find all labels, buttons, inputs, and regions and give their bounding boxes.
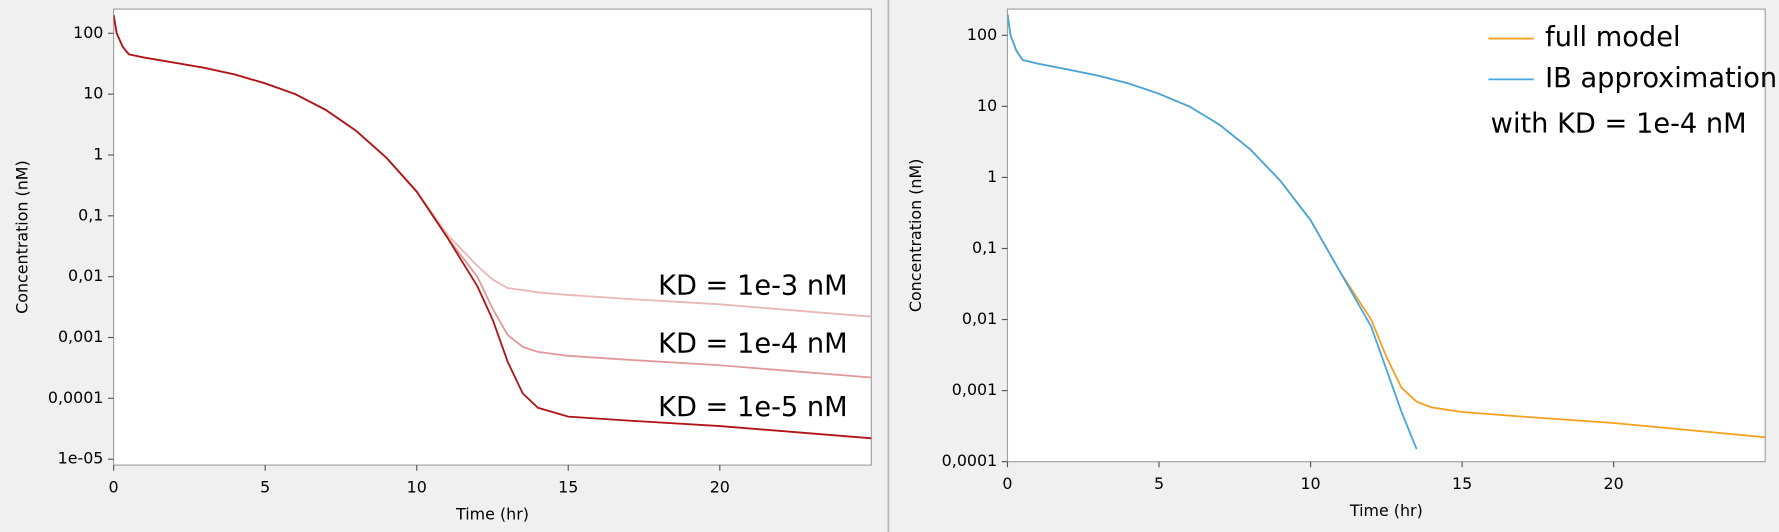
x-tick-label: 0 <box>1002 474 1012 493</box>
x-tick-label: 10 <box>407 477 427 496</box>
y-tick-label: 100 <box>73 23 103 42</box>
y-tick-label: 0,001 <box>952 380 997 399</box>
y-tick-label: 0,001 <box>58 327 103 346</box>
y-tick-label: 0,01 <box>962 309 997 328</box>
y-tick-label: 0,1 <box>78 205 103 224</box>
x-tick-label: 0 <box>109 477 119 496</box>
series-label: KD = 1e-5 nM <box>658 392 848 423</box>
plot-area <box>113 8 872 466</box>
x-tick-label: 5 <box>260 477 270 496</box>
x-tick-label: 20 <box>710 477 730 496</box>
series-label: KD = 1e-3 nM <box>658 270 848 301</box>
x-tick-label: 5 <box>1154 474 1164 493</box>
y-tick-label: 1e-05 <box>58 449 104 468</box>
y-tick-label: 0,1 <box>972 238 997 257</box>
y-tick-label: 0,0001 <box>48 388 104 407</box>
y-axis-label: Concentration (nM) <box>12 160 31 314</box>
y-tick-label: 10 <box>83 84 103 103</box>
annotation: with KD = 1e-4 nM <box>1491 108 1747 139</box>
x-tick-label: 20 <box>1604 474 1624 493</box>
x-axis-label: Time (hr) <box>1349 501 1423 520</box>
x-tick-label: 15 <box>558 477 578 496</box>
y-tick-label: 0,01 <box>68 266 103 285</box>
series-line <box>113 14 872 440</box>
y-axis-label: Concentration (nM) <box>906 159 925 313</box>
legend-label: IB approximation <box>1545 63 1777 94</box>
y-tick-label: 10 <box>977 96 997 115</box>
y-tick-label: 1 <box>987 167 997 186</box>
x-tick-label: 15 <box>1452 474 1472 493</box>
y-tick-label: 100 <box>967 25 997 44</box>
series-label: KD = 1e-4 nM <box>658 328 848 359</box>
x-tick-label: 10 <box>1300 474 1320 493</box>
legend-label: full model <box>1545 22 1680 53</box>
x-axis-label: Time (hr) <box>455 504 529 523</box>
y-tick-label: 0,0001 <box>942 451 998 470</box>
series-line <box>1007 13 1418 450</box>
y-tick-label: 1 <box>93 144 103 163</box>
